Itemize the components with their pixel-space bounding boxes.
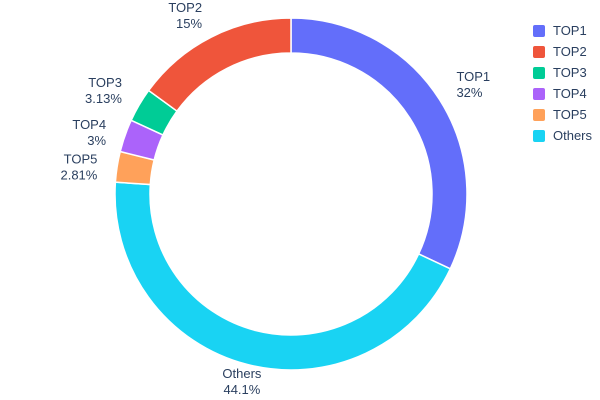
slice-label-top4: TOP4 3% [72, 117, 106, 148]
pie-slice-others[interactable] [114, 181, 452, 371]
legend-swatch-top3 [532, 66, 545, 79]
legend-item-top5[interactable]: TOP5 [532, 107, 592, 122]
chart-legend: TOP1 TOP2 TOP3 TOP4 TOP5 Others [532, 23, 592, 143]
legend-label-top1: TOP1 [552, 23, 587, 38]
legend-item-top3[interactable]: TOP3 [532, 65, 592, 80]
slice-label-top1: TOP1 32% [456, 69, 490, 100]
slice-label-top5: TOP5 2.81% [60, 152, 97, 183]
pie-slice-top1[interactable] [290, 17, 468, 270]
legend-item-top2[interactable]: TOP2 [532, 44, 592, 59]
slice-label-top2: TOP2 15% [168, 0, 202, 31]
legend-label-others: Others [552, 128, 592, 143]
legend-label-top4: TOP4 [552, 86, 587, 101]
legend-swatch-top5 [532, 108, 545, 121]
legend-item-others[interactable]: Others [532, 128, 592, 143]
legend-label-top3: TOP3 [552, 65, 587, 80]
slice-label-top3: TOP3 3.13% [85, 75, 122, 106]
legend-swatch-others [532, 129, 545, 142]
legend-swatch-top1 [532, 24, 545, 37]
legend-item-top1[interactable]: TOP1 [532, 23, 592, 38]
legend-item-top4[interactable]: TOP4 [532, 86, 592, 101]
slice-label-others: Others 44.1% [222, 366, 262, 397]
legend-swatch-top2 [532, 45, 545, 58]
legend-swatch-top4 [532, 87, 545, 100]
legend-label-top5: TOP5 [552, 107, 587, 122]
pie-slice-top2[interactable] [147, 17, 292, 113]
legend-label-top2: TOP2 [552, 44, 587, 59]
